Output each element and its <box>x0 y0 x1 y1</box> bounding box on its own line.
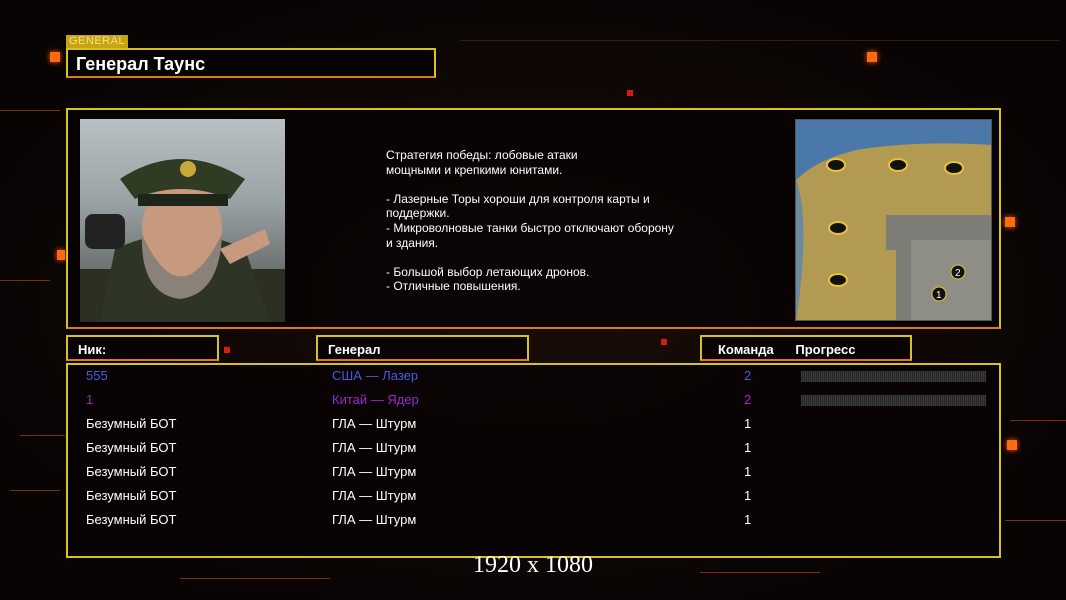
header-general[interactable]: Генерал <box>316 335 529 361</box>
player-nick: Безумный БОТ <box>86 416 177 431</box>
players-list: 555 США — Лазер 2 1 Китай — Ядер 2 Безумный БО… <box>66 363 1001 558</box>
player-general: ГЛА — Штурм <box>332 488 417 503</box>
player-nick: Безумный БОТ <box>86 440 177 455</box>
player-team: 2 <box>744 392 752 407</box>
player-team: 1 <box>744 464 752 479</box>
player-general: США — Лазер <box>332 368 419 383</box>
player-team: 2 <box>744 368 752 383</box>
general-description: Стратегия победы: лобовые атаки мощными … <box>386 148 674 294</box>
minimap[interactable]: 2 1 <box>795 119 992 321</box>
header-team-progress[interactable]: Команда Прогресс <box>700 335 912 361</box>
header-nick[interactable]: Ник: <box>66 335 219 361</box>
map-marker-2: 2 <box>955 268 961 279</box>
general-name: Генерал Таунс <box>66 48 436 78</box>
player-team: 1 <box>744 440 752 455</box>
player-general: ГЛА — Штурм <box>332 416 417 431</box>
general-info-panel: Стратегия победы: лобовые атаки мощными … <box>66 108 1001 329</box>
player-general: Китай — Ядер <box>332 392 419 407</box>
player-nick: 1 <box>86 392 94 407</box>
player-general: ГЛА — Штурм <box>332 512 417 527</box>
player-nick: Безумный БОТ <box>86 512 177 527</box>
resolution-label: 1920 x 1080 <box>473 552 593 578</box>
player-general: ГЛА — Штурм <box>332 440 417 455</box>
player-progress-bar <box>801 395 986 406</box>
player-nick: 555 <box>86 368 108 383</box>
header-progress: Прогресс <box>795 342 856 357</box>
player-team: 1 <box>744 488 752 503</box>
player-nick: Безумный БОТ <box>86 464 177 479</box>
player-nick: Безумный БОТ <box>86 488 177 503</box>
player-general: ГЛА — Штурм <box>332 464 417 479</box>
general-portrait <box>80 119 285 322</box>
map-marker-1: 1 <box>936 290 942 301</box>
player-team: 1 <box>744 512 752 527</box>
header-team: Команда <box>718 342 774 357</box>
general-tag: GENERAL <box>66 35 129 48</box>
player-team: 1 <box>744 416 752 431</box>
player-progress-bar <box>801 371 986 382</box>
